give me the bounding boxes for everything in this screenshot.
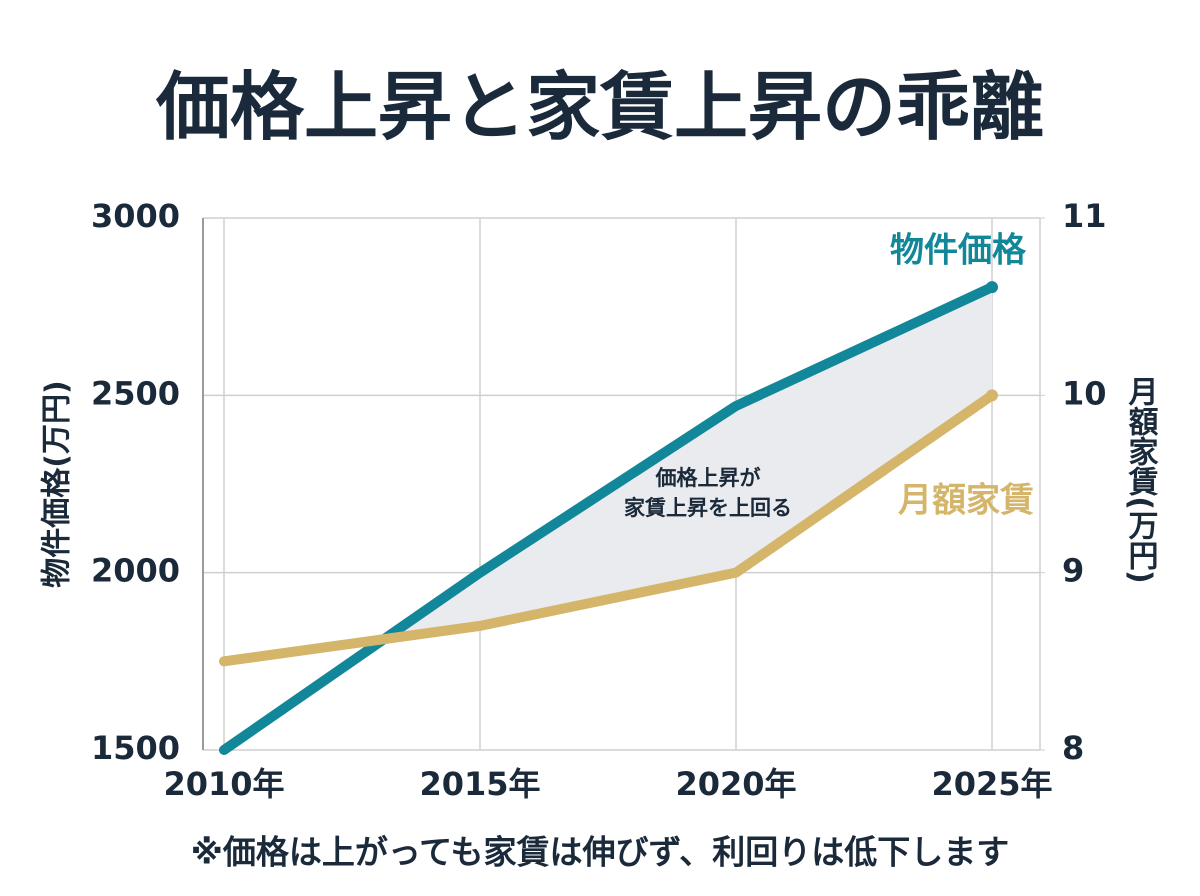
y2-tick-label: 9 [1062, 552, 1084, 590]
end-point [986, 389, 998, 402]
footnote: ※価格は上がっても家賃は伸びず、利回りは低下します [191, 833, 1009, 872]
x-tick-label: 2020年 [675, 765, 796, 803]
y2-tick-label: 10 [1062, 374, 1107, 412]
gap-area [384, 287, 992, 640]
series-line [219, 390, 997, 667]
end-point [986, 281, 998, 294]
series-label: 月額家賃 [898, 481, 1034, 521]
x-tick-label: 2015年 [419, 765, 540, 803]
y-tick-label: 2000 [91, 552, 180, 590]
y-tick-label: 2500 [91, 374, 180, 412]
series-label: 物件価格 [890, 231, 1027, 271]
y-axis-label: 物件価格(万円) [40, 380, 75, 587]
x-tick-label: 2010年 [163, 765, 284, 803]
chart-title: 価格上昇と家賃上昇の乖離 [155, 65, 1044, 151]
grid [203, 217, 1040, 751]
series-line [219, 282, 997, 755]
annotation: 価格上昇が [655, 466, 761, 490]
x-tick-label: 2025年 [931, 765, 1052, 803]
y-tick-label: 1500 [91, 729, 180, 767]
y2-tick-label: 8 [1062, 729, 1084, 767]
y-tick-label: 3000 [91, 197, 180, 235]
y2-tick-label: 11 [1062, 197, 1107, 235]
y2-axis-label: 月額家賃(万円) [1123, 376, 1160, 583]
annotation: 家賃上昇を上回る [624, 496, 792, 520]
